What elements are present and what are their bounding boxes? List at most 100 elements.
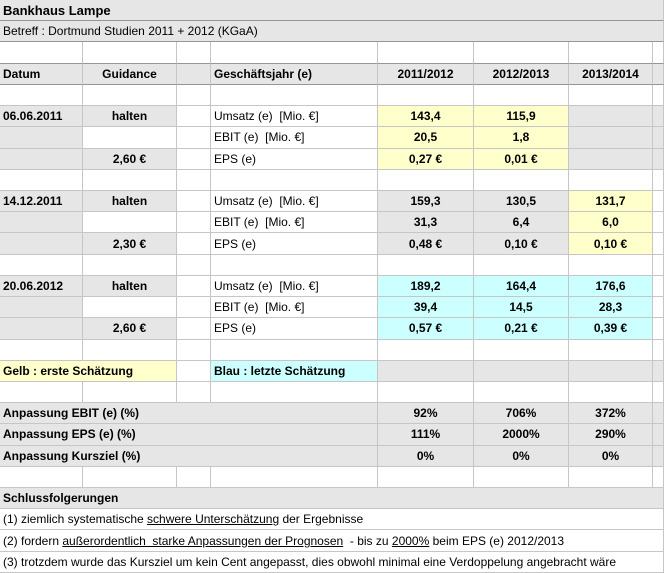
b3-eps-2011-2012[interactable]: 0,57 € (378, 318, 474, 340)
b2-eps-2011-2012[interactable]: 0,48 € (378, 233, 474, 255)
empty-cell[interactable] (653, 63, 664, 85)
empty-cell[interactable] (177, 254, 211, 276)
empty-cell[interactable] (378, 169, 474, 191)
empty-cell[interactable] (474, 339, 569, 361)
empty-cell[interactable] (0, 212, 83, 234)
empty-cell[interactable] (177, 318, 211, 340)
b3-label-eps[interactable]: EPS (e) (211, 318, 378, 340)
adjustment-eps-2011-2012[interactable]: 111% (378, 424, 474, 446)
b1-eps-guidance[interactable]: 2,60 € (83, 148, 177, 170)
empty-cell[interactable] (177, 360, 211, 382)
empty-cell[interactable] (653, 360, 664, 382)
b2-label-eps[interactable]: EPS (e) (211, 233, 378, 255)
empty-cell[interactable] (177, 127, 211, 149)
legend-first-estimate[interactable]: Gelb : erste Schätzung (0, 360, 177, 382)
b3-date[interactable]: 20.06.2012 (0, 275, 83, 298)
empty-cell[interactable] (0, 233, 83, 255)
empty-cell[interactable] (474, 42, 569, 64)
empty-cell[interactable] (177, 233, 211, 255)
empty-cell[interactable] (474, 360, 569, 382)
empty-cell[interactable] (569, 360, 653, 382)
b3-label-umsatz[interactable]: Umsatz (e) [Mio. €] (211, 275, 378, 298)
b3-umsatz-2012-2013[interactable]: 164,4 (474, 275, 569, 298)
b2-label-ebit[interactable]: EBIT (e) [Mio. €] (211, 212, 378, 234)
empty-cell[interactable] (177, 381, 211, 404)
b2-label-umsatz[interactable]: Umsatz (e) [Mio. €] (211, 190, 378, 213)
adjustment-kursziel-2011-2012[interactable]: 0% (378, 445, 474, 467)
empty-cell[interactable] (83, 169, 177, 191)
empty-cell[interactable] (177, 42, 211, 64)
empty-cell[interactable] (653, 127, 664, 149)
empty-cell[interactable] (177, 84, 211, 107)
col-header-guidance[interactable]: Guidance (83, 63, 177, 85)
empty-cell[interactable] (211, 42, 378, 64)
col-header-year-2013-2014[interactable]: 2013/2014 (569, 63, 653, 85)
empty-cell[interactable] (653, 106, 664, 128)
empty-cell[interactable] (0, 169, 83, 191)
empty-cell[interactable] (653, 339, 664, 361)
b1-ebit-2011-2012[interactable]: 20,5 (378, 127, 474, 149)
b3-label-ebit[interactable]: EBIT (e) [Mio. €] (211, 297, 378, 319)
adjustment-kursziel-label[interactable]: Anpassung Kursziel (%) (0, 445, 378, 467)
conclusion-line-1[interactable]: (1) ziemlich systematische schwere Unter… (0, 509, 664, 531)
b1-date[interactable]: 06.06.2011 (0, 106, 83, 128)
empty-cell[interactable] (0, 84, 83, 107)
b2-eps-2012-2013[interactable]: 0,10 € (474, 233, 569, 255)
empty-cell[interactable] (177, 339, 211, 361)
empty-cell[interactable] (569, 381, 653, 404)
empty-cell[interactable] (378, 84, 474, 107)
empty-cell[interactable] (569, 339, 653, 361)
empty-cell[interactable] (569, 84, 653, 107)
empty-cell[interactable] (83, 466, 177, 489)
sheet-title[interactable]: Bankhaus Lampe (0, 0, 664, 22)
empty-cell[interactable] (474, 466, 569, 489)
empty-cell[interactable] (653, 403, 664, 425)
empty-cell[interactable] (0, 381, 83, 404)
empty-cell[interactable] (569, 466, 653, 489)
empty-cell[interactable] (0, 254, 83, 276)
empty-cell[interactable] (0, 42, 83, 64)
conclusion-line-2[interactable]: (2) fordern außerordentlich starke Anpas… (0, 530, 664, 552)
b2-ebit-2013-2014[interactable]: 6,0 (569, 212, 653, 234)
empty-cell[interactable] (653, 466, 664, 489)
b2-ebit-2012-2013[interactable]: 6,4 (474, 212, 569, 234)
adjustment-eps-2012-2013[interactable]: 2000% (474, 424, 569, 446)
empty-cell[interactable] (653, 42, 664, 64)
empty-cell[interactable] (569, 169, 653, 191)
b1-umsatz-2011-2012[interactable]: 143,4 (378, 106, 474, 128)
empty-cell[interactable] (378, 466, 474, 489)
b1-label-eps[interactable]: EPS (e) (211, 148, 378, 170)
legend-last-estimate[interactable]: Blau : letzte Schätzung (211, 360, 378, 382)
adjustment-eps-label[interactable]: Anpassung EPS (e) (%) (0, 424, 378, 446)
b3-eps-2013-2014[interactable]: 0,39 € (569, 318, 653, 340)
b3-ebit-2011-2012[interactable]: 39,4 (378, 297, 474, 319)
empty-cell[interactable] (569, 254, 653, 276)
empty-cell[interactable] (83, 84, 177, 107)
b2-eps-2013-2014[interactable]: 0,10 € (569, 233, 653, 255)
empty-cell[interactable] (211, 466, 378, 489)
empty-cell[interactable] (0, 148, 83, 170)
b3-eps-guidance[interactable]: 2,60 € (83, 318, 177, 340)
adjustment-kursziel-2013-2014[interactable]: 0% (569, 445, 653, 467)
col-header-year-2012-2013[interactable]: 2012/2013 (474, 63, 569, 85)
adjustment-ebit-2013-2014[interactable]: 372% (569, 403, 653, 425)
adjustment-ebit-2011-2012[interactable]: 92% (378, 403, 474, 425)
conclusion-line-3[interactable]: (3) trotzdem wurde das Kursziel um kein … (0, 551, 664, 573)
empty-cell[interactable] (653, 297, 664, 319)
b2-umsatz-2013-2014[interactable]: 131,7 (569, 190, 653, 213)
b1-umsatz-2012-2013[interactable]: 115,9 (474, 106, 569, 128)
empty-cell[interactable] (569, 42, 653, 64)
b2-umsatz-2012-2013[interactable]: 130,5 (474, 190, 569, 213)
empty-cell[interactable] (474, 169, 569, 191)
empty-cell[interactable] (211, 339, 378, 361)
empty-cell[interactable] (653, 445, 664, 467)
adjustment-kursziel-2012-2013[interactable]: 0% (474, 445, 569, 467)
b3-umsatz-2011-2012[interactable]: 189,2 (378, 275, 474, 298)
empty-cell[interactable] (83, 212, 177, 234)
empty-cell[interactable] (0, 297, 83, 319)
empty-cell[interactable] (177, 106, 211, 128)
b2-ebit-2011-2012[interactable]: 31,3 (378, 212, 474, 234)
empty-cell[interactable] (0, 127, 83, 149)
empty-cell[interactable] (378, 339, 474, 361)
empty-cell[interactable] (211, 169, 378, 191)
